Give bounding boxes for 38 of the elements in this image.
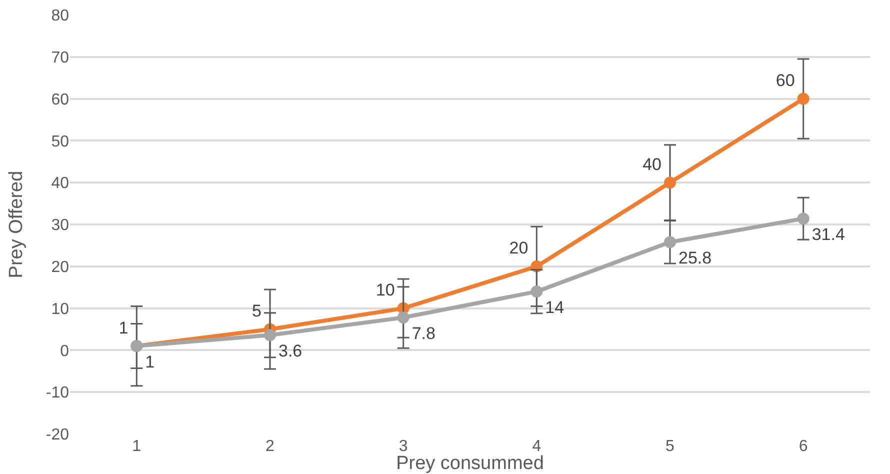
data-label: 31.4	[812, 224, 845, 244]
data-label: 25.8	[678, 248, 712, 268]
y-tick-label: -10	[46, 384, 70, 402]
point	[664, 176, 676, 189]
data-label: 10	[376, 280, 395, 300]
y-axis-title: Prey Offered	[6, 170, 27, 278]
y-tick-label: 80	[51, 8, 70, 25]
data-label: 5	[252, 302, 262, 320]
point	[264, 329, 276, 342]
x-tick-label: 1	[132, 438, 142, 455]
x-tick-label: 2	[266, 438, 275, 455]
y-tick-label: 60	[51, 91, 70, 108]
x-tick-label: 5	[666, 438, 675, 455]
data-label: 1	[118, 318, 128, 338]
data-label: 14	[545, 298, 564, 317]
x-tick-label: 4	[532, 438, 542, 455]
y-tick-label: 10	[51, 300, 70, 318]
data-label: 1	[145, 352, 155, 372]
point	[530, 286, 543, 298]
point	[664, 236, 676, 248]
y-tick-label: 20	[51, 259, 70, 276]
y-tick-label: 70	[51, 50, 70, 66]
point	[397, 312, 410, 324]
data-label: 3.6	[278, 341, 302, 360]
y-tick-label: 50	[51, 133, 70, 150]
point	[797, 92, 810, 105]
data-label: 20	[509, 238, 528, 258]
x-tick-label: 3	[398, 438, 408, 455]
data-label: 7.8	[412, 324, 436, 343]
y-tick-label: 30	[51, 217, 70, 234]
data-label: 40	[642, 154, 662, 174]
y-tick-label: -20	[46, 426, 70, 444]
point	[797, 212, 810, 225]
x-tick-label: 6	[798, 438, 808, 455]
y-tick-label: 0	[60, 342, 70, 360]
data-label: 60	[776, 71, 795, 90]
x-axis-title: Prey consummed	[396, 453, 544, 474]
y-tick-label: 40	[51, 175, 70, 192]
